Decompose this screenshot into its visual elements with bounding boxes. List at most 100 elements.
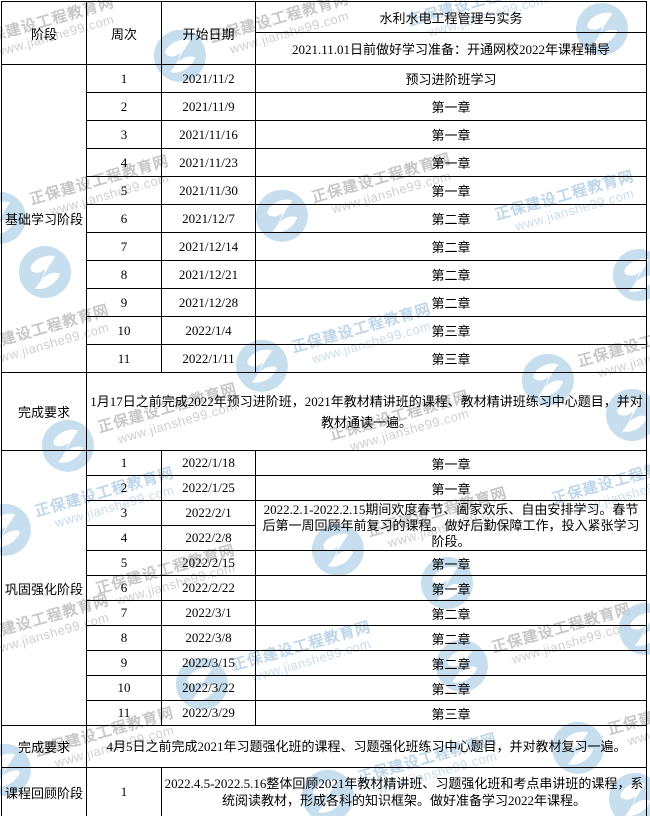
chapter-content: 第一章 (255, 450, 647, 476)
requirement-label: 完成要求 (1, 372, 87, 451)
stage-label: 课程回顾阶段 (1, 767, 87, 816)
week-row: 7 2021/12/14 第二章 (2, 232, 647, 261)
week-row: 6 2021/12/7 第二章 (2, 204, 647, 233)
week-number: 1 (86, 450, 162, 476)
start-date: 2021/11/16 (161, 120, 256, 149)
week-number: 2 (86, 92, 162, 121)
week-row: 9 2021/12/28 第二章 (2, 288, 647, 317)
chapter-content: 第一章 (255, 475, 647, 501)
week-number: 4 (86, 148, 162, 177)
week-number: 1 (86, 64, 162, 93)
week-number: 3 (86, 500, 162, 526)
week-row: 3 2021/11/16 第一章 (2, 120, 647, 149)
chapter-content: 第三章 (255, 316, 647, 345)
holiday-note: 2022.2.1-2022.2.15期间欢度春节、阖家欢乐、自由安排学习。春节后… (255, 500, 647, 551)
header-row-title: 阶段 周次 开始日期 水利水电工程管理与实务 (1, 1, 647, 65)
week-row: 2 2021/11/9 第一章 (2, 92, 647, 121)
chapter-content: 第一章 (255, 92, 647, 121)
chapter-content: 第一章 (255, 120, 647, 149)
start-date: 2021/11/9 (161, 92, 256, 121)
start-date: 2022/2/22 (161, 575, 256, 601)
week-number: 10 (86, 675, 162, 701)
start-date: 2022/1/11 (161, 344, 256, 373)
chapter-content: 第二章 (255, 260, 647, 289)
requirement-row: 完成要求 4月5日之前完成2021年习题强化班的课程、习题强化班练习中心题目，并… (1, 725, 647, 768)
chapter-content: 第二章 (255, 600, 647, 626)
week-row: 10 2022/1/4 第三章 (2, 316, 647, 345)
start-date: 2022/3/22 (161, 675, 256, 701)
week-row: 3 2022/2/1 2022.2.1-2022.2.15期间欢度春节、阖家欢乐、自… (2, 500, 647, 551)
start-date: 2022/1/25 (161, 475, 256, 501)
week-row: 8 2021/12/21 第二章 (2, 260, 647, 289)
week-row: 2 2022/1/25 第一章 (2, 475, 647, 501)
chapter-content: 第三章 (255, 700, 647, 726)
week-row: 10 2022/3/22 第二章 (2, 675, 647, 701)
chapter-content: 第三章 (255, 344, 647, 373)
start-date: 2022/2/8 (161, 525, 256, 551)
chapter-content: 第二章 (255, 204, 647, 233)
start-date: 2021/11/30 (161, 176, 256, 205)
start-date: 2021/11/2 (161, 64, 256, 93)
week-row: 5 2021/11/30 第一章 (2, 176, 647, 205)
subject-title: 水利水电工程管理与实务 (255, 1, 647, 33)
week-row: 4 2022/2/8 (2, 525, 647, 551)
week-number: 1 (86, 767, 162, 816)
col-header-date: 开始日期 (161, 1, 256, 65)
chapter-content: 第二章 (255, 625, 647, 651)
week-number: 4 (86, 525, 162, 551)
week-row: 9 2022/3/15 第二章 (2, 650, 647, 676)
start-date: 2022/3/1 (161, 600, 256, 626)
chapter-content: 第二章 (255, 232, 647, 261)
col-header-week: 周次 (86, 1, 162, 65)
week-number: 5 (86, 550, 162, 576)
start-date: 2022/3/29 (161, 700, 256, 726)
chapter-content: 预习进阶班学习 (255, 64, 647, 93)
week-row: 6 2022/2/22 第一章 (2, 575, 647, 601)
review-text: 2022.4.5-2022.5.16整体回顾2021年教材精讲班、习题强化班和考… (161, 767, 647, 816)
start-date: 2021/11/23 (161, 148, 256, 177)
chapter-content: 第二章 (255, 675, 647, 701)
requirement-text: 4月5日之前完成2021年习题强化班的课程、习题强化班练习中心题目，并对教材复习… (86, 725, 647, 768)
start-date: 2021/12/28 (161, 288, 256, 317)
start-date: 2022/3/15 (161, 650, 256, 676)
week-number: 6 (86, 204, 162, 233)
week-row: 8 2022/3/8 第二章 (2, 625, 647, 651)
week-number: 3 (86, 120, 162, 149)
chapter-content: 第一章 (255, 575, 647, 601)
start-date: 2021/12/21 (161, 260, 256, 289)
week-number: 2 (86, 475, 162, 501)
week-row: 11 2022/1/11 第三章 (2, 344, 647, 373)
chapter-content: 第一章 (255, 550, 647, 576)
prep-note: 2021.11.01日前做好学习准备：开通网校2022年课程辅导 (255, 32, 647, 65)
start-date: 2021/12/7 (161, 204, 256, 233)
start-date: 2022/1/18 (161, 450, 256, 476)
requirement-label: 完成要求 (1, 725, 87, 768)
week-number: 5 (86, 176, 162, 205)
week-row: 基础学习阶段 1 2021/11/2 预习进阶班学习 (1, 64, 647, 373)
requirement-text: 1月17日之前完成2022年预习进阶班，2021年教材精讲班的课程、教材精讲班练… (86, 372, 647, 451)
week-number: 11 (86, 700, 162, 726)
stage-label: 基础学习阶段 (1, 64, 87, 373)
week-number: 9 (86, 288, 162, 317)
start-date: 2021/12/14 (161, 232, 256, 261)
requirement-row: 完成要求 1月17日之前完成2022年预习进阶班，2021年教材精讲班的课程、教… (1, 372, 647, 451)
chapter-content: 第一章 (255, 148, 647, 177)
start-date: 2022/2/15 (161, 550, 256, 576)
start-date: 2022/3/8 (161, 625, 256, 651)
week-number: 8 (86, 625, 162, 651)
chapter-content: 第二章 (255, 288, 647, 317)
week-number: 11 (86, 344, 162, 373)
week-number: 7 (86, 232, 162, 261)
start-date: 2022/1/4 (161, 316, 256, 345)
start-date: 2022/2/1 (161, 500, 256, 526)
chapter-content: 第一章 (255, 176, 647, 205)
week-number: 10 (86, 316, 162, 345)
week-number: 8 (86, 260, 162, 289)
stage-label: 巩固强化阶段 (1, 450, 87, 726)
header-row-prep: 2021.11.01日前做好学习准备：开通网校2022年课程辅导 (2, 32, 647, 65)
week-row: 11 2022/3/29 第三章 (2, 700, 647, 726)
week-row: 7 2022/3/1 第二章 (2, 600, 647, 626)
review-stage-row: 课程回顾阶段 1 2022.4.5-2022.5.16整体回顾2021年教材精讲… (1, 767, 647, 816)
week-number: 7 (86, 600, 162, 626)
